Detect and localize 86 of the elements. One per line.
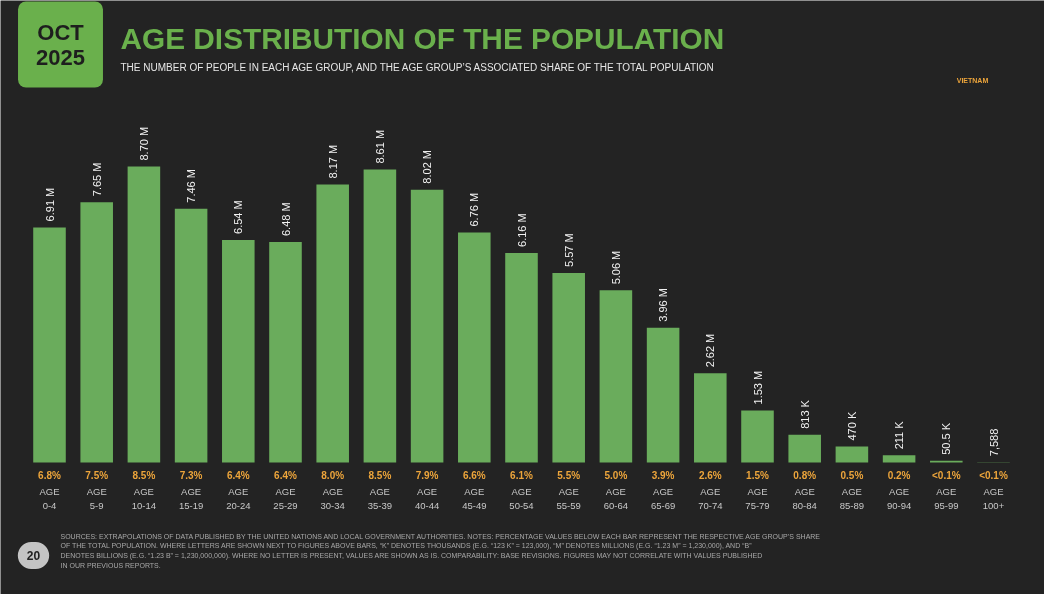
bar — [174, 208, 208, 463]
x-tick-label: AGE 100+ — [982, 485, 1005, 512]
bar — [694, 373, 727, 463]
data-label: 8.17 M — [326, 144, 339, 179]
text: 6.8% — [38, 470, 61, 481]
data-label: 50.5 K — [940, 422, 953, 455]
x-tick-label: AGE 20-24 — [226, 485, 251, 512]
data-label: 6.16 M — [515, 213, 528, 247]
x-tick-label: AGE 85-89 — [839, 485, 865, 512]
text: <0.1% — [931, 470, 961, 481]
bar — [127, 166, 161, 463]
bar — [835, 446, 869, 463]
bar — [222, 239, 255, 463]
data-label: 211 K — [893, 420, 906, 450]
x-tick-label: AGE 80-84 — [792, 485, 817, 512]
data-label: 5.06 M — [609, 250, 622, 285]
data-label: 6.54 M — [232, 200, 245, 234]
text: 0.5% — [840, 470, 864, 481]
text: 5.5% — [557, 470, 581, 481]
x-tick-label: AGE 35-39 — [367, 485, 393, 512]
bar — [788, 434, 821, 463]
x-tick-label: AGE 75-79 — [745, 485, 770, 512]
chart-subtitle: THE NUMBER OF PEOPLE IN EACH AGE GROUP, AND THE AGE GROUP’S ASSOCIATED SHARE OF THE TOTAL POPULATION — [120, 62, 714, 73]
x-tick-label: AGE 55-59 — [556, 485, 581, 512]
bar — [410, 189, 444, 463]
data-label: 7.65 M — [90, 162, 103, 197]
text: <0.1% — [979, 470, 1008, 481]
text: 0.2% — [887, 470, 911, 481]
bar — [316, 184, 349, 463]
x-tick-label: AGE 50-54 — [509, 485, 534, 512]
x-tick-label: AGE 40-44 — [414, 485, 440, 512]
bar — [80, 202, 113, 463]
data-label: 470 K — [845, 411, 858, 441]
data-label: 8.61 M — [373, 129, 386, 164]
data-label: 6.48 M — [279, 202, 292, 237]
x-tick-label: AGE 10-14 — [131, 485, 157, 512]
data-label: 6.91 M — [43, 187, 56, 222]
text: OCT 2025 — [36, 19, 85, 70]
data-label: 3.96 M — [657, 288, 670, 322]
data-label: 6.76 M — [468, 192, 481, 227]
bar — [33, 227, 66, 463]
bar — [363, 169, 397, 463]
x-tick-label: AGE 70-74 — [698, 485, 723, 512]
bar — [552, 272, 585, 463]
bar — [646, 327, 680, 463]
x-tick-label: AGE 60-64 — [603, 485, 629, 512]
text: 8.0% — [321, 470, 345, 481]
text: 6.1% — [510, 470, 533, 481]
data-label: 8.02 M — [421, 150, 434, 184]
data-label: 1.53 M — [751, 370, 764, 405]
bar — [741, 410, 774, 463]
data-label: 5.57 M — [562, 233, 575, 267]
text: 7.9% — [415, 470, 439, 481]
x-tick-label: AGE 5-9 — [86, 485, 107, 512]
text: 2.6% — [698, 470, 722, 481]
bar — [458, 232, 491, 463]
x-tick-label: AGE 30-34 — [320, 485, 345, 512]
text: 20 — [26, 549, 41, 563]
x-tick-label: AGE 15-19 — [178, 485, 204, 512]
text: 6.4% — [226, 470, 250, 481]
x-tick-label: AGE 95-99 — [934, 485, 959, 512]
data-label: 2.62 M — [704, 333, 717, 368]
bar — [505, 252, 538, 463]
text: 7.5% — [85, 470, 109, 481]
x-tick-label: AGE 0-4 — [39, 485, 60, 512]
x-tick-label: AGE 45-49 — [462, 485, 487, 512]
x-tick-label: AGE 90-94 — [886, 485, 912, 512]
data-label: 7,588 — [987, 428, 1000, 457]
chart-title: AGE DISTRIBUTION OF THE POPULATION — [120, 22, 725, 55]
text: 3.9% — [651, 470, 675, 481]
data-label: 8.70 M — [137, 126, 150, 161]
data-label: 813 K — [798, 399, 811, 429]
x-tick-label: AGE 65-69 — [650, 485, 676, 512]
bar — [269, 242, 302, 463]
text: 6.4% — [274, 470, 297, 481]
text: 7.3% — [179, 470, 203, 481]
text: 6.6% — [462, 470, 486, 481]
bar — [882, 455, 916, 463]
text: 1.5% — [746, 470, 769, 481]
x-tick-label: AGE 25-29 — [273, 485, 298, 512]
text: 0.8% — [793, 470, 817, 481]
text: 8.5% — [368, 470, 392, 481]
bar — [599, 290, 633, 463]
data-label: 7.46 M — [185, 169, 198, 203]
text: 8.5% — [132, 470, 156, 481]
text: 5.0% — [604, 470, 628, 481]
